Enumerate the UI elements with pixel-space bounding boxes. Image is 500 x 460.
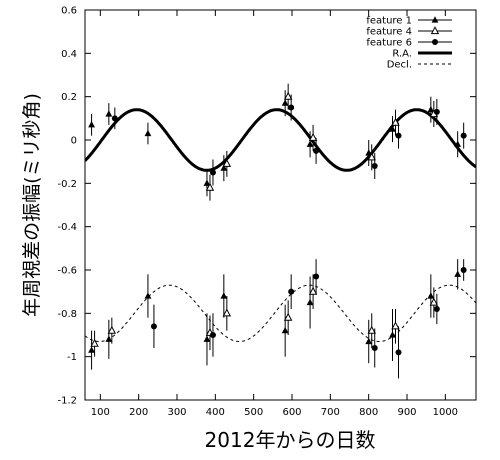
y-axis-label: 年周視差の振幅(ミリ秒角) bbox=[21, 93, 43, 317]
decl-model-curve bbox=[85, 284, 476, 342]
data-point-feature6-decl bbox=[313, 273, 320, 280]
data-point-feature6-ra bbox=[209, 169, 216, 176]
data-point-feature6-ra bbox=[460, 132, 467, 139]
x-tick-label: 700 bbox=[321, 407, 340, 418]
x-tick-label: 900 bbox=[397, 407, 416, 418]
legend-label: feature 4 bbox=[366, 27, 412, 38]
data-point-feature4-decl bbox=[90, 338, 99, 347]
x-tick-label: 100 bbox=[91, 407, 110, 418]
data-point-feature6-ra bbox=[433, 108, 440, 115]
data-point-feature4-decl bbox=[391, 321, 400, 330]
x-axis-label: 2012年からの日数 bbox=[205, 428, 376, 452]
y-tick-label: -0.2 bbox=[57, 179, 77, 190]
data-point-feature6-ra bbox=[288, 104, 295, 111]
data-point-feature4-ra bbox=[283, 91, 293, 100]
data-point-feature1-ra bbox=[389, 125, 396, 132]
data-point-feature1-decl bbox=[220, 292, 228, 299]
data-point-feature1-ra bbox=[203, 179, 211, 186]
data-point-feature1-decl bbox=[427, 292, 435, 299]
data-point-feature6-decl bbox=[209, 332, 216, 338]
data-point-feature4-decl bbox=[283, 312, 293, 321]
legend-label: R.A. bbox=[392, 49, 412, 60]
data-point-feature1-decl bbox=[88, 346, 95, 353]
y-tick-label: -0.4 bbox=[57, 222, 77, 233]
data-point-feature6-ra bbox=[111, 115, 118, 122]
data-point-feature4-decl bbox=[308, 286, 318, 295]
data-point-feature1-ra bbox=[220, 164, 228, 171]
data-point-feature4-decl bbox=[222, 308, 232, 317]
y-tick-label: 0 bbox=[71, 136, 77, 147]
data-point-feature4-ra bbox=[222, 158, 232, 167]
plot-frame bbox=[84, 9, 477, 401]
y-tick-label: 0.4 bbox=[61, 49, 77, 60]
legend-label: feature 6 bbox=[366, 38, 412, 49]
data-point-feature6-ra bbox=[371, 163, 378, 169]
data-point-feature1-decl bbox=[105, 335, 113, 342]
data-point-feature1-ra bbox=[454, 140, 462, 147]
data-point-feature1-ra bbox=[427, 105, 435, 113]
data-point-feature1-decl bbox=[365, 337, 373, 345]
data-point-feature6-decl bbox=[460, 267, 467, 273]
data-point-feature4-ra bbox=[367, 152, 376, 161]
data-point-feature6-decl bbox=[433, 306, 440, 312]
data-point-feature1-decl bbox=[144, 292, 152, 299]
data-point-feature1-decl bbox=[389, 331, 396, 338]
legend-label: feature 1 bbox=[366, 16, 412, 27]
legend-marker bbox=[431, 16, 439, 23]
data-point-feature6-ra bbox=[313, 147, 320, 154]
y-tick-label: -1 bbox=[67, 352, 77, 363]
data-point-feature1-ra bbox=[306, 140, 314, 147]
y-tick-label: 0.6 bbox=[61, 6, 77, 17]
x-tick-label: 500 bbox=[244, 407, 263, 418]
y-tick-label: 0.2 bbox=[61, 92, 77, 103]
data-point-feature6-decl bbox=[395, 349, 402, 356]
y-tick-label: -1.2 bbox=[57, 396, 77, 407]
data-point-feature1-ra bbox=[88, 121, 95, 128]
x-tick-label: 800 bbox=[359, 407, 378, 418]
x-tick-label: 200 bbox=[129, 407, 148, 418]
ra-model-curve bbox=[85, 108, 476, 172]
data-point-feature4-ra bbox=[391, 117, 400, 126]
legend-label: Decl. bbox=[387, 60, 412, 71]
data-point-feature1-decl bbox=[281, 326, 289, 334]
data-point-feature1-ra bbox=[105, 110, 113, 117]
data-point-feature4-decl bbox=[107, 325, 117, 334]
data-point-feature6-ra bbox=[395, 132, 402, 139]
y-tick-label: -0.6 bbox=[57, 266, 77, 277]
data-point-feature6-decl bbox=[150, 323, 157, 330]
model-curves bbox=[85, 108, 476, 342]
data-point-feature4-ra bbox=[205, 182, 215, 191]
data-point-feature1-decl bbox=[306, 298, 314, 306]
legend-marker bbox=[430, 26, 440, 35]
data-point-feature1-ra bbox=[365, 149, 373, 156]
data-point-feature6-decl bbox=[288, 288, 295, 295]
data-point-feature1-ra bbox=[144, 129, 152, 137]
data-point-feature1-decl bbox=[454, 270, 462, 277]
x-tick-label: 400 bbox=[206, 407, 225, 418]
data-points bbox=[88, 83, 467, 379]
x-tick-label: 1000 bbox=[433, 407, 458, 418]
data-point-feature1-ra bbox=[281, 99, 289, 106]
data-point-feature1-decl bbox=[203, 335, 211, 342]
x-tick-label: 600 bbox=[282, 407, 301, 418]
data-point-feature6-decl bbox=[371, 345, 378, 351]
legend-marker bbox=[432, 39, 438, 45]
x-tick-label: 300 bbox=[167, 407, 186, 418]
data-point-feature4-decl bbox=[367, 325, 376, 334]
y-tick-label: -0.8 bbox=[57, 309, 77, 320]
data-point-feature4-decl bbox=[429, 297, 439, 306]
data-point-feature4-ra bbox=[308, 132, 318, 141]
axis-ticks: 100 200 300 400 500 600 700 800 900 1000 -1.2 -1 -0.… bbox=[57, 6, 476, 418]
